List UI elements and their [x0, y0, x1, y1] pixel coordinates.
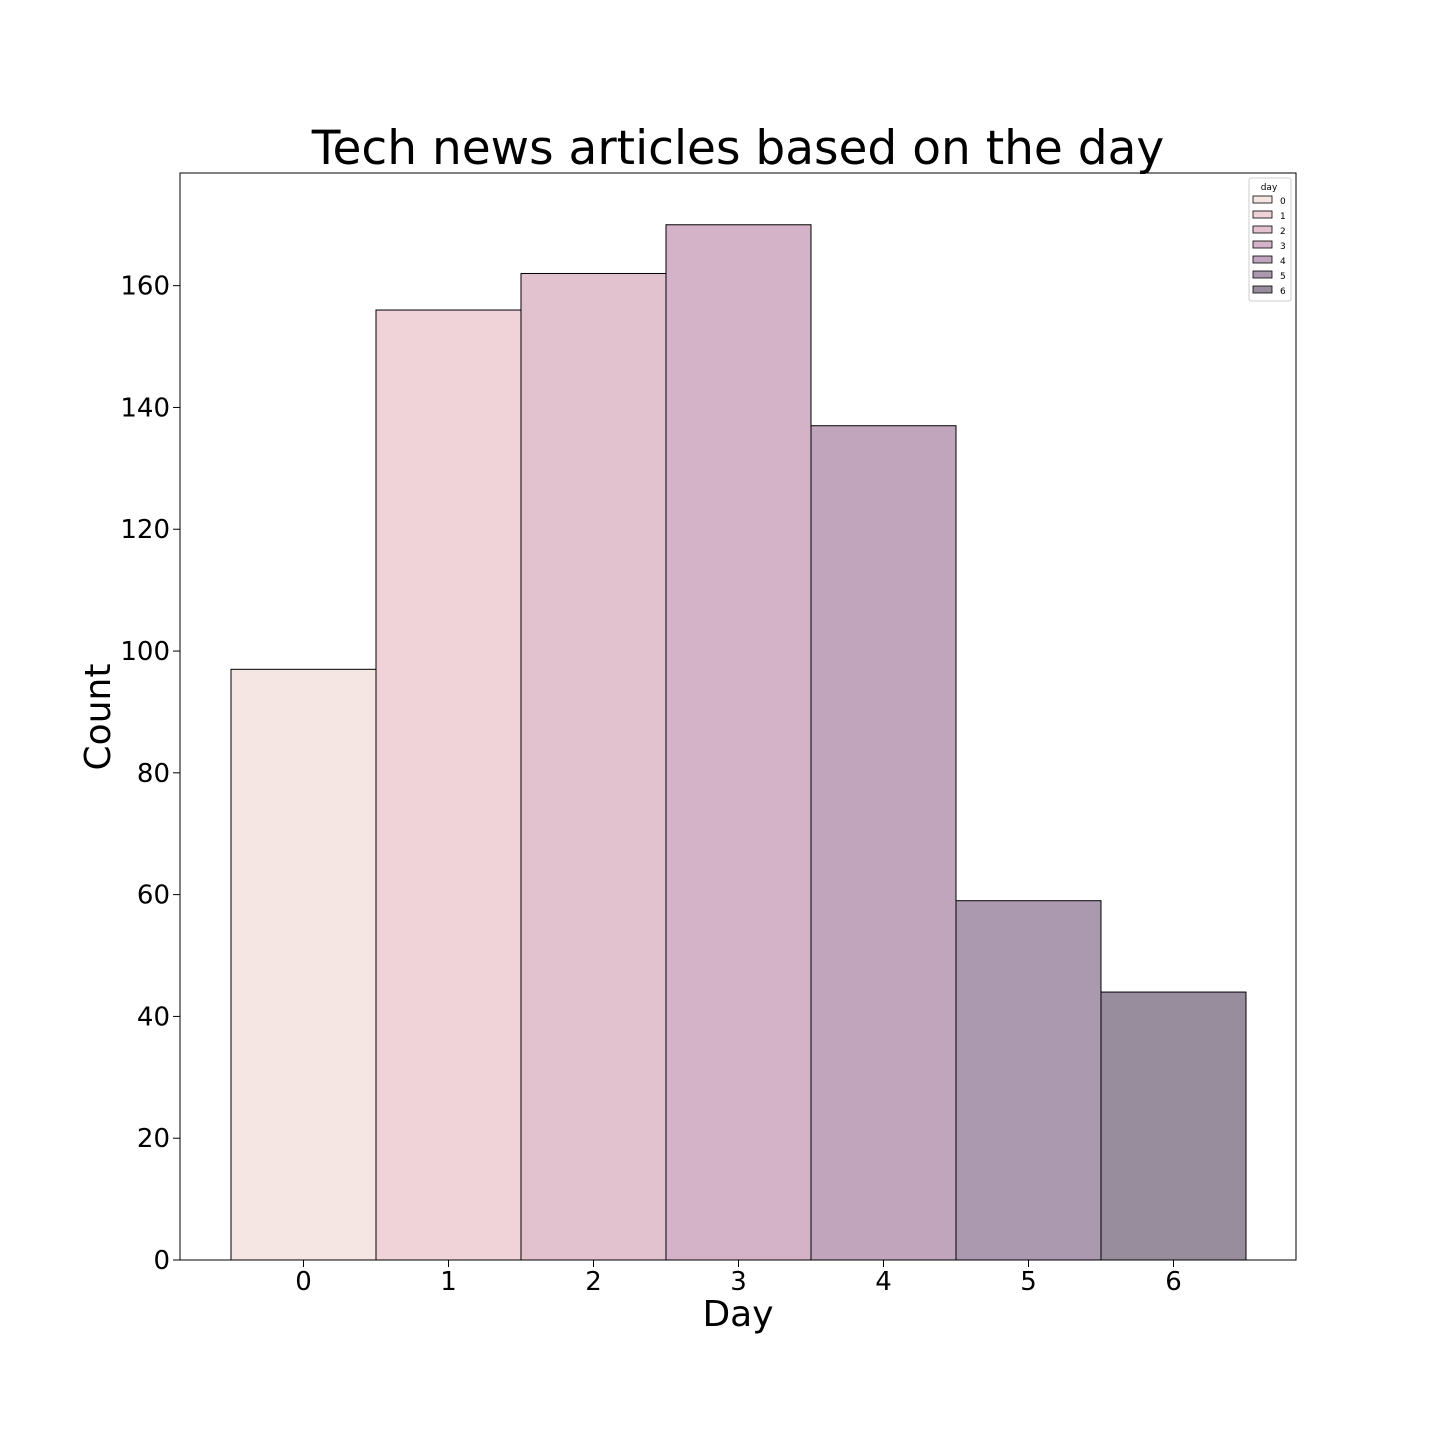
y-tick-label: 80: [137, 759, 170, 789]
y-axis-label: Count: [78, 664, 119, 771]
legend-swatch-0: [1252, 195, 1273, 204]
y-tick-label: 140: [120, 393, 170, 423]
x-tick-label: 0: [295, 1267, 312, 1297]
legend-label-5: 5: [1280, 272, 1286, 282]
legend-label-6: 6: [1280, 287, 1286, 297]
bar-day-6: [1100, 991, 1247, 1261]
bar-day-3: [665, 224, 812, 1261]
legend-swatch-2: [1252, 225, 1273, 234]
y-tick-label: 60: [137, 881, 170, 911]
y-tick-label: 100: [120, 637, 170, 667]
y-tick-label: 120: [120, 515, 170, 545]
legend-swatch-1: [1252, 210, 1273, 219]
x-tick-label: 3: [730, 1267, 747, 1297]
y-tick-label: 20: [137, 1124, 170, 1154]
x-tick-label: 1: [440, 1267, 457, 1297]
legend-label-0: 0: [1280, 197, 1286, 207]
x-axis: 0 1 2 3 4 5 6: [295, 1260, 1182, 1297]
bar-day-2: [520, 272, 667, 1261]
bar-day-0: [230, 668, 377, 1261]
x-tick-label: 4: [875, 1267, 892, 1297]
chart-title: Tech news articles based on the day: [311, 121, 1164, 176]
bar-day-4: [810, 425, 957, 1261]
legend-swatch-5: [1252, 270, 1273, 279]
legend-label-3: 3: [1280, 242, 1286, 252]
legend-title: day: [1261, 183, 1278, 193]
legend-swatch-3: [1252, 240, 1273, 249]
y-tick-label: 40: [137, 1002, 170, 1032]
bars-group: [230, 224, 1247, 1261]
x-tick-label: 5: [1020, 1267, 1037, 1297]
legend-label-2: 2: [1280, 227, 1286, 237]
x-axis-label: Day: [702, 1294, 773, 1335]
bar-day-1: [375, 309, 522, 1261]
legend-swatch-6: [1252, 285, 1273, 294]
x-tick-label: 2: [585, 1267, 602, 1297]
legend-label-1: 1: [1280, 212, 1286, 222]
bar-day-5: [955, 900, 1102, 1261]
x-tick-label: 6: [1165, 1267, 1182, 1297]
legend-swatch-4: [1252, 255, 1273, 264]
legend-label-4: 4: [1280, 257, 1286, 267]
legend-box: [1248, 177, 1292, 302]
y-axis: 0 20 40 60 80 100 120 140 160: [120, 272, 180, 1276]
y-tick-label: 160: [120, 272, 170, 302]
y-tick-label: 0: [153, 1246, 170, 1276]
